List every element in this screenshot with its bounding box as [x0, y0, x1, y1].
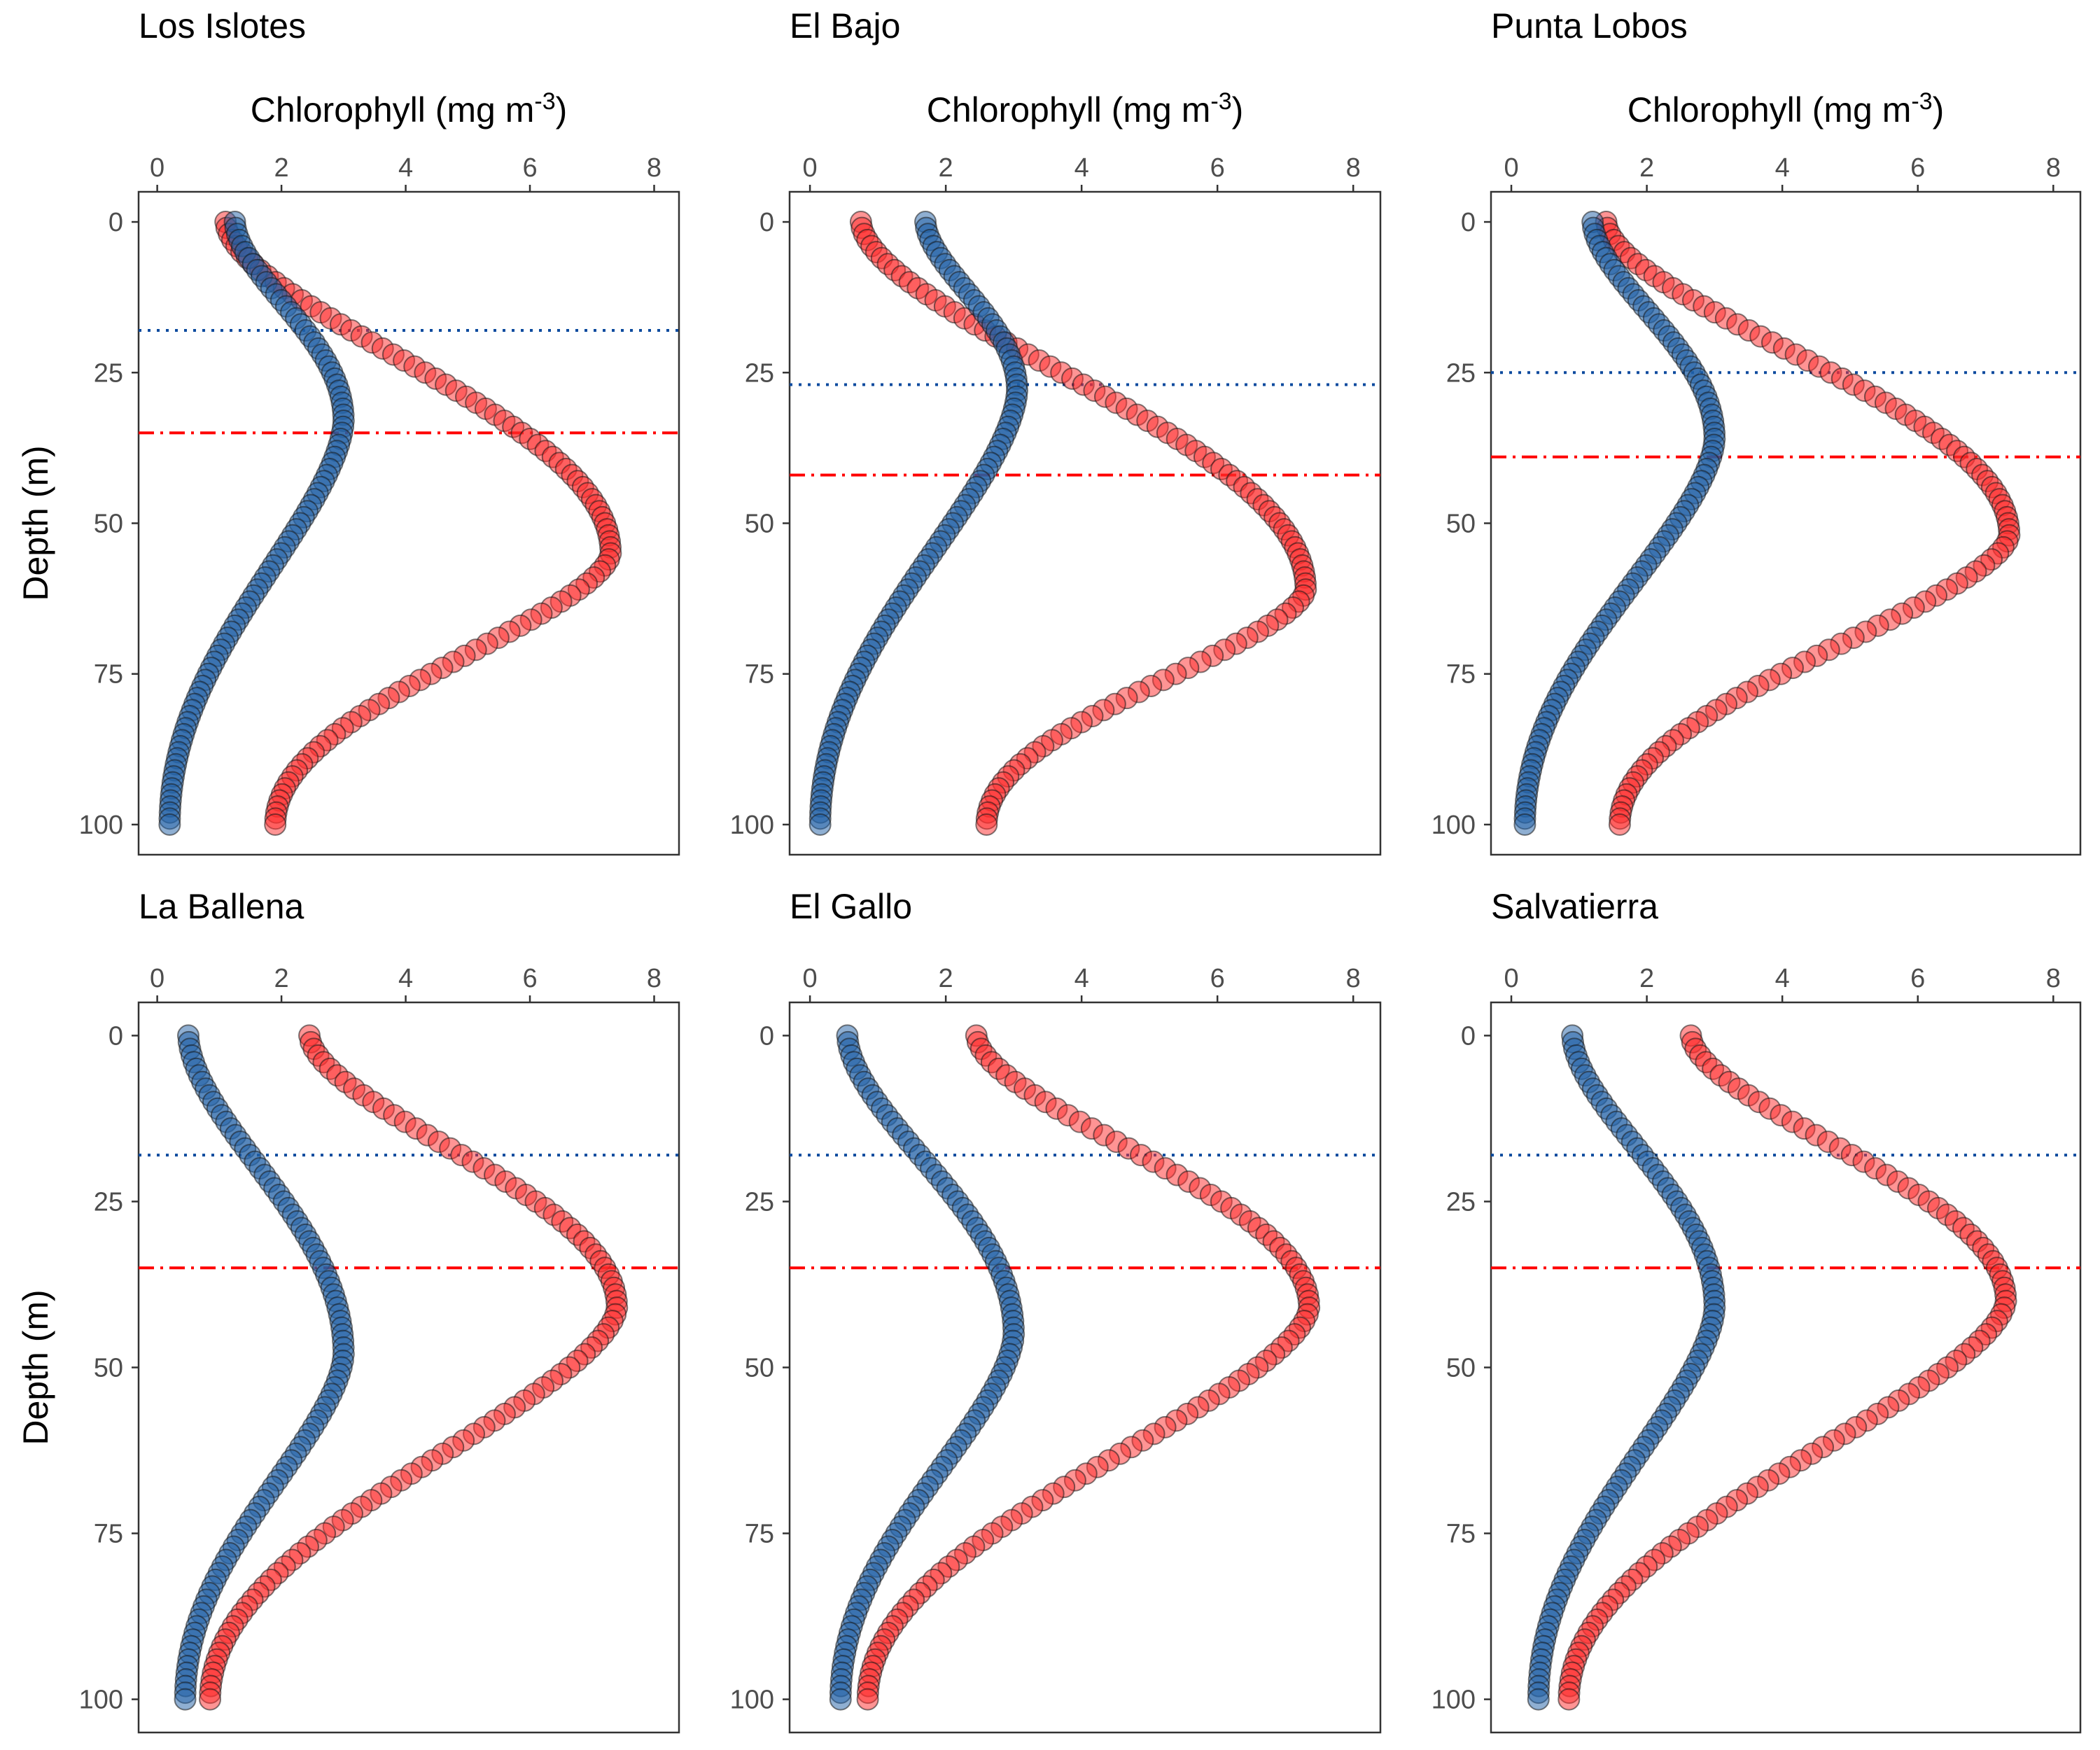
x-tick-label: 4 — [1775, 153, 1790, 183]
panel-punta-lobos: Punta Lobos Chlorophyll (mg m-3) 0 2 4 6 8 0 25 5… — [1432, 6, 2082, 856]
blue-profile-point — [808, 813, 832, 836]
x-tick-label: 2 — [274, 153, 289, 183]
x-tick-label: 0 — [1504, 153, 1518, 183]
x-tick-label: 4 — [1074, 964, 1089, 993]
y-tick-label: 100 — [79, 1686, 123, 1715]
y-tick-label: 75 — [94, 1520, 123, 1549]
panel-frame — [1490, 190, 2082, 856]
x-tick-label: 8 — [1346, 153, 1361, 183]
red-profile-point — [264, 813, 287, 836]
x-tick-label: 2 — [939, 964, 953, 993]
x-tick-label: 4 — [1074, 153, 1089, 183]
y-tick-label: 100 — [730, 1686, 774, 1715]
y-axis-title: Depth (m) — [16, 445, 55, 601]
y-tick-label: 75 — [745, 660, 774, 690]
panel-los-islotes: Los Islotes Chlorophyll (mg m-3) Depth (m)… — [16, 6, 680, 856]
y-tick-label: 50 — [1446, 1354, 1476, 1383]
x-tick-label: 2 — [939, 153, 953, 183]
y-tick-label: 75 — [745, 1520, 774, 1549]
panel-el-gallo: El Gallo 0 2 4 6 8 0 25 50 75 100 — [730, 887, 1382, 1734]
x-tick-label: 6 — [522, 964, 537, 993]
y-tick-label: 50 — [745, 1354, 774, 1383]
panel-salvatierra: Salvatierra 0 2 4 6 8 0 25 50 75 100 — [1432, 887, 2082, 1734]
y-tick-label: 75 — [1446, 660, 1476, 690]
y-axis-title: Depth (m) — [16, 1289, 55, 1445]
x-tick-label: 6 — [1910, 964, 1925, 993]
panel-la-ballena: La Ballena Depth (m) 0 2 4 6 8 0 25 50 75 100 — [16, 887, 680, 1734]
y-tick-label: 0 — [1461, 208, 1476, 237]
y-tick-label: 0 — [108, 208, 123, 237]
x-tick-label: 8 — [2046, 153, 2061, 183]
blue-profile-point — [174, 1688, 197, 1711]
panel-title: Punta Lobos — [1491, 6, 1688, 46]
y-tick-label: 25 — [94, 1187, 123, 1217]
y-tick-label: 100 — [1432, 811, 1476, 840]
y-tick-label: 75 — [1446, 1520, 1476, 1549]
y-tick-label: 50 — [745, 510, 774, 539]
x-tick-label: 6 — [522, 153, 537, 183]
red-profile-point — [856, 1688, 879, 1711]
red-profile-point — [1558, 1688, 1581, 1711]
x-tick-label: 4 — [1775, 964, 1790, 993]
y-tick-label: 50 — [1446, 510, 1476, 539]
x-tick-label: 2 — [1639, 964, 1654, 993]
x-tick-label: 0 — [803, 153, 818, 183]
blue-profile-point — [829, 1688, 852, 1711]
x-tick-label: 0 — [150, 153, 164, 183]
x-tick-label: 8 — [647, 153, 662, 183]
panel-el-bajo: El Bajo Chlorophyll (mg m-3) 0 2 4 6 8 0 25 50 75 1… — [730, 6, 1382, 856]
x-axis-title: Chlorophyll (mg m-3) — [251, 88, 568, 130]
y-tick-label: 100 — [730, 811, 774, 840]
y-tick-label: 75 — [94, 660, 123, 690]
x-tick-label: 6 — [1210, 153, 1225, 183]
blue-profile-point — [1513, 813, 1536, 836]
x-tick-label: 0 — [803, 964, 818, 993]
x-axis-title: Chlorophyll (mg m-3) — [927, 88, 1244, 130]
x-tick-label: 2 — [274, 964, 289, 993]
panel-title: Salvatierra — [1491, 887, 1658, 926]
panel-title: El Bajo — [790, 6, 900, 46]
y-tick-label: 0 — [1461, 1021, 1476, 1051]
x-tick-label: 4 — [398, 964, 413, 993]
x-tick-label: 8 — [647, 964, 662, 993]
x-tick-label: 6 — [1910, 153, 1925, 183]
x-tick-label: 6 — [1210, 964, 1225, 993]
y-tick-label: 25 — [1446, 1187, 1476, 1217]
y-tick-label: 25 — [745, 1187, 774, 1217]
blue-profile-point — [1527, 1688, 1550, 1711]
panel-title: El Gallo — [790, 887, 912, 926]
y-tick-label: 50 — [94, 1354, 123, 1383]
red-profile-point — [975, 813, 998, 836]
x-tick-label: 4 — [398, 153, 413, 183]
y-tick-label: 0 — [760, 1021, 774, 1051]
red-profile-point — [1608, 813, 1631, 836]
y-tick-label: 100 — [79, 811, 123, 840]
red-profile-point — [199, 1688, 222, 1711]
x-axis-title: Chlorophyll (mg m-3) — [1628, 88, 1945, 130]
panel-title: Los Islotes — [139, 6, 306, 46]
y-tick-label: 100 — [1432, 1686, 1476, 1715]
panel-title: La Ballena — [139, 887, 304, 926]
y-tick-label: 25 — [745, 358, 774, 388]
y-tick-label: 25 — [1446, 358, 1476, 388]
x-tick-label: 8 — [2046, 964, 2061, 993]
x-tick-label: 0 — [1504, 964, 1518, 993]
y-tick-label: 0 — [760, 208, 774, 237]
y-tick-label: 25 — [94, 358, 123, 388]
x-tick-label: 2 — [1639, 153, 1654, 183]
x-tick-label: 0 — [150, 964, 164, 993]
y-tick-label: 0 — [108, 1021, 123, 1051]
y-tick-label: 50 — [94, 510, 123, 539]
x-tick-label: 8 — [1346, 964, 1361, 993]
blue-profile-point — [158, 813, 181, 836]
